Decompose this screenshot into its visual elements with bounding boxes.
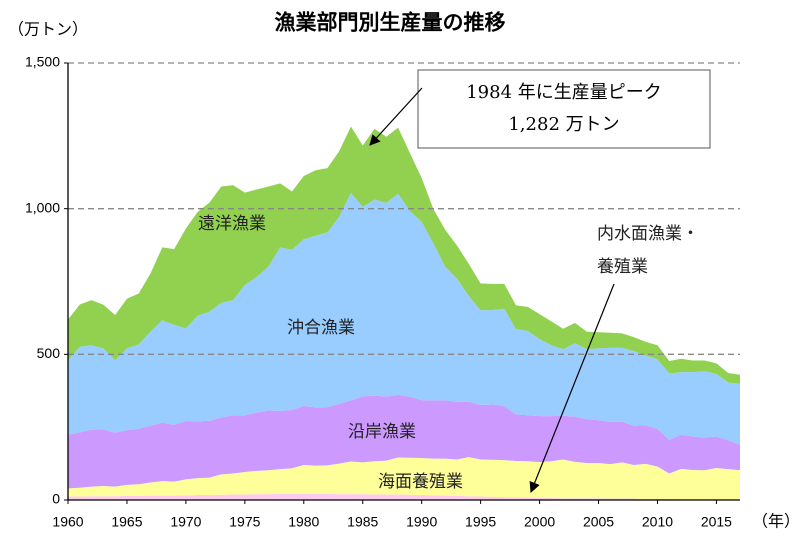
x-tick-label: 1975 [229,514,260,530]
x-tick-label: 1965 [111,514,142,530]
x-tick-label: 1995 [465,514,496,530]
area [68,126,740,384]
series-label: 沿岸漁業 [348,422,416,442]
annotation-line: 1984 年に生産量ピーク [466,82,662,103]
series-label: 海面養殖業 [378,472,463,492]
area [68,493,740,500]
x-axis-label: （年） [752,512,795,531]
x-tick-label: 2015 [701,514,732,530]
annotation-box [417,69,711,149]
x-tick-label: 1960 [52,514,83,530]
y-axis-label: （万トン） [8,20,88,39]
y-tick-label: 1,500 [25,54,60,70]
x-tick-label: 1970 [170,514,201,530]
y-tick-label: 1,000 [25,199,60,215]
x-tick-label: 2005 [583,514,614,530]
series-label: 遠洋漁業 [198,214,266,234]
x-tick-label: 1990 [406,514,437,530]
y-tick-label: 0 [52,491,60,507]
chart-title: 漁業部門別生産量の推移 [275,11,506,35]
series-label: 内水面漁業・養殖業 [597,224,699,277]
annotation-arrow [369,87,423,146]
series-label: 沖合漁業 [287,318,355,338]
area [68,394,740,489]
label-arrow [529,283,615,494]
x-tick-label: 2000 [524,514,555,530]
y-tick-label: 500 [37,345,61,361]
x-tick-label: 1980 [288,514,319,530]
x-tick-label: 2010 [642,514,673,530]
area [68,457,740,500]
annotation-line: 1,282 万トン [508,114,619,135]
area [68,192,740,445]
x-tick-label: 1985 [347,514,378,530]
